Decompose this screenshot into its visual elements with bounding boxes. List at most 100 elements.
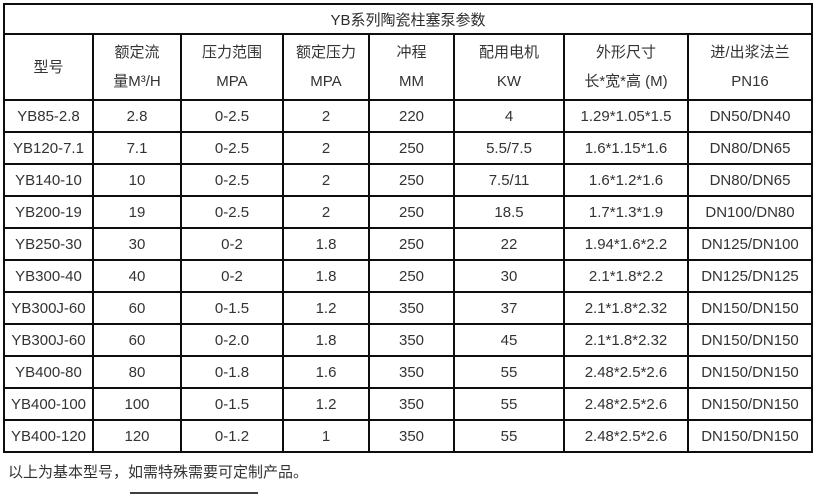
table-cell: 55 [453,387,565,421]
table-cell: 2.1*1.8*2.2 [563,259,689,293]
table-cell: 10 [92,163,182,197]
table-cell: 250 [368,163,455,197]
table-cell: 55 [453,419,565,453]
table-cell: 350 [368,387,455,421]
column-header-line2: MM [399,73,424,90]
table-cell: DN150/DN150 [686,323,814,357]
table-row-YB400-120-10: YB400-120 120 0-1.2 1 350 55 2.48*2.5*2.6 DN150… [3,419,814,453]
table-cell: 350 [368,419,455,453]
table-cell: 30 [453,259,565,293]
column-header-line1: 额定流 [114,44,160,61]
table-cell: 19 [92,195,182,229]
model-cell: YB250-30 [3,227,94,261]
table-cell: 60 [92,323,182,357]
model-cell: YB400-120 [3,419,94,453]
column-header-line2: 量M³/H [113,73,161,90]
footer-note: 以上为基本型号，如需特殊需要可定制产品。 [8,464,309,481]
table-cell: 0-1.2 [180,419,284,453]
table-cell: DN100/DN80 [686,195,814,229]
table-cell: 80 [92,355,182,389]
table-cell: 350 [368,291,455,325]
table-body: YB85-2.8 2.8 0-2.5 2 220 4 1.29*1.05*1.5 DN50/D… [3,99,814,453]
table-cell: 37 [453,291,565,325]
table-cell: 55 [453,355,565,389]
model-cell: YB85-2.8 [3,99,94,133]
column-header-0: 型号 [3,33,94,101]
table-cell: DN150/DN150 [686,387,814,421]
table-row-YB120-7.1-1: YB120-7.1 7.1 0-2.5 2 250 5.5/7.5 1.6*1.15*1.6… [3,131,814,165]
column-header-4: 冲程 MM [368,33,455,101]
table-cell: 0-2.5 [180,195,284,229]
table-header-row: 型号 额定流 量M³/H 压力范围 MPA 额定压力 MPA 冲程 MM 配用电机 KW 外形尺寸 长*… [3,33,814,101]
table-cell: 220 [368,99,455,133]
table-row-YB300J-60-6: YB300J-60 60 0-1.5 1.2 350 37 2.1*1.8*2.32 DN15… [3,291,814,325]
table-cell: 1.6*1.2*1.6 [563,163,689,197]
model-cell: YB400-80 [3,355,94,389]
model-cell: YB300-40 [3,259,94,293]
model-cell: YB300J-60 [3,291,94,325]
model-cell: YB400-100 [3,387,94,421]
table-cell: 1.6 [282,355,370,389]
table-cell: 0-2.0 [180,323,284,357]
table-cell: 0-2.5 [180,131,284,165]
table-cell: 0-1.8 [180,355,284,389]
table-cell: 350 [368,323,455,357]
table-cell: 60 [92,291,182,325]
table-cell: DN150/DN150 [686,419,814,453]
table-cell: 7.1 [92,131,182,165]
column-header-line1: 冲程 [396,44,427,61]
table-cell: 1.6*1.15*1.6 [563,131,689,165]
table-cell: 7.5/11 [453,163,565,197]
page: YB系列陶瓷柱塞泵参数 型号 额定流 量M³/H 压力范围 MPA 额定压力 MPA 冲程 MM… [0,3,814,494]
model-cell: YB120-7.1 [3,131,94,165]
table-cell: DN125/DN100 [686,227,814,261]
table-cell: 2.1*1.8*2.32 [563,291,689,325]
column-header-2: 压力范围 MPA [180,33,284,101]
table-cell: DN150/DN150 [686,355,814,389]
column-header-7: 进/出浆法兰 PN16 [686,33,814,101]
table-cell: 2.48*2.5*2.6 [563,387,689,421]
table-cell: 0-2.5 [180,99,284,133]
table-row-YB85-2.8-0: YB85-2.8 2.8 0-2.5 2 220 4 1.29*1.05*1.5 DN50/D… [3,99,814,133]
table-row-YB200-19-3: YB200-19 19 0-2.5 2 250 18.5 1.7*1.3*1.9 DN100/… [3,195,814,229]
table-row-YB400-100-9: YB400-100 100 0-1.5 1.2 350 55 2.48*2.5*2.6 DN1… [3,387,814,421]
table-cell: 4 [453,99,565,133]
column-header-line1: 额定压力 [295,44,356,61]
column-header-3: 额定压力 MPA [282,33,370,101]
table-cell: DN80/DN65 [686,163,814,197]
table-cell: 250 [368,227,455,261]
table-cell: 0-2.5 [180,163,284,197]
table-cell: 0-2 [180,259,284,293]
table-cell: 250 [368,195,455,229]
table-cell: 0-1.5 [180,387,284,421]
model-cell: YB140-10 [3,163,94,197]
table-cell: DN150/DN150 [686,291,814,325]
table-cell: 2 [282,99,370,133]
table-cell: 2.8 [92,99,182,133]
table-cell: 2.48*2.5*2.6 [563,355,689,389]
table-row-YB300-40-5: YB300-40 40 0-2 1.8 250 30 2.1*1.8*2.2 DN125/DN… [3,259,814,293]
table-cell: 1.29*1.05*1.5 [563,99,689,133]
column-header-line1: 外形尺寸 [595,44,656,61]
table-cell: 45 [453,323,565,357]
column-header-line2: MPA [216,73,248,90]
column-header-line1: 进/出浆法兰 [710,44,790,61]
table-cell: DN125/DN125 [686,259,814,293]
table-cell: 1.94*1.6*2.2 [563,227,689,261]
table-row-YB250-30-4: YB250-30 30 0-2 1.8 250 22 1.94*1.6*2.2 DN125/D… [3,227,814,261]
column-header-6: 外形尺寸长*宽*高 (M) [563,33,689,101]
table-row-YB140-10-2: YB140-10 10 0-2.5 2 250 7.5/11 1.6*1.2*1.6 DN80… [3,163,814,197]
table-cell: 1 [282,419,370,453]
table-cell: 250 [368,259,455,293]
table-cell: 2 [282,131,370,165]
table-cell: DN80/DN65 [686,131,814,165]
table-cell: 100 [92,387,182,421]
table-cell: 1.8 [282,323,370,357]
column-header-line2: 长*宽*高 (M) [584,73,668,90]
table-cell: 40 [92,259,182,293]
table-cell: 120 [92,419,182,453]
table-cell: 1.8 [282,259,370,293]
column-header-line1: 压力范围 [201,44,262,61]
table-cell: 1.7*1.3*1.9 [563,195,689,229]
table-cell: 22 [453,227,565,261]
